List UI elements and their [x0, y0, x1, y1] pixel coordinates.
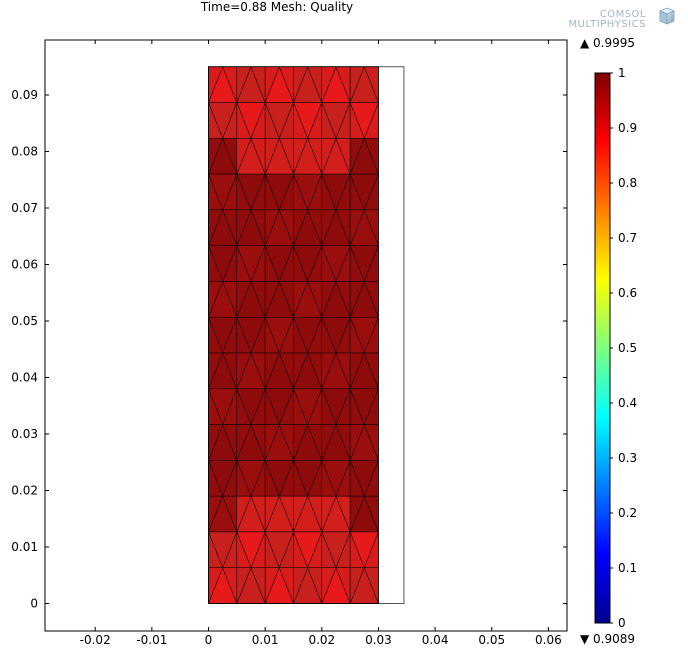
- mesh-element-46: [293, 138, 309, 175]
- colorbar-tick-label: 0: [618, 616, 626, 630]
- x-tick-label: -0.02: [80, 633, 111, 647]
- colorbar-tick-label: 0.7: [618, 231, 637, 245]
- mesh-element-196: [349, 424, 365, 461]
- colorbar: [594, 72, 611, 624]
- colorbar-tick-label: 0.4: [618, 396, 637, 410]
- mesh-element-265: [321, 567, 337, 604]
- mesh-element-184: [236, 424, 252, 461]
- x-tick-label: 0.05: [478, 633, 505, 647]
- mesh-element-157: [321, 352, 337, 389]
- mesh-element-115: [264, 281, 280, 318]
- mesh-element-160: [349, 352, 365, 389]
- x-tick-label: 0: [205, 633, 213, 647]
- mesh-element-88: [349, 209, 365, 246]
- colorbar-tick-label: 0.8: [618, 176, 637, 190]
- x-tick-label: 0.01: [252, 633, 279, 647]
- colorbar-ticks: [610, 72, 613, 624]
- colorbar-tick-label: 0.3: [618, 451, 637, 465]
- y-tick-label: 0.06: [11, 258, 38, 272]
- y-tick-label: 0.09: [11, 88, 38, 102]
- mesh-element-232: [349, 495, 365, 533]
- colorbar-tick-label: 0.5: [618, 341, 637, 355]
- mesh-element-82: [293, 209, 309, 246]
- y-tick-label: 0.01: [11, 540, 38, 554]
- mesh-element-43: [264, 138, 280, 175]
- mesh-element-226: [293, 495, 309, 533]
- mesh-element-223: [264, 495, 280, 533]
- mesh-element-79: [264, 209, 280, 246]
- mesh-element-154: [293, 352, 309, 389]
- mesh-element-193: [321, 424, 337, 461]
- colorbar-tick-label: 0.1: [618, 561, 637, 575]
- colorbar-tick-label: 0.2: [618, 506, 637, 520]
- colorbar-tick-label: 0.6: [618, 286, 637, 300]
- mesh-element-151: [264, 352, 280, 389]
- y-tick-labels: 0 0.01 0.02 0.03 0.04 0.05 0.06 0.07 0.08 0.09: [11, 88, 38, 611]
- mesh-element-148: [236, 352, 252, 389]
- colorbar-max-label: ▲ 0.9995: [580, 36, 635, 50]
- x-tick-label: -0.01: [136, 633, 167, 647]
- colorbar-labels: 0 0.1 0.2 0.3 0.4 0.5 0.6 0.7 0.8 0.9 1: [618, 66, 637, 630]
- colorbar-tick-label: 0.9: [618, 121, 637, 135]
- colorbar-tick-label: 1: [618, 66, 626, 80]
- y-tick-label: 0.04: [11, 371, 38, 385]
- plot-title: Time=0.88 Mesh: Quality: [200, 0, 353, 14]
- y-tick-label: 0.08: [11, 145, 38, 159]
- mesh-element-85: [321, 209, 337, 246]
- colorbar-min-label: ▼ 0.9089: [580, 632, 635, 646]
- mesh-element-262: [293, 567, 309, 604]
- mesh-element-256: [236, 567, 252, 604]
- mesh-element-187: [264, 424, 280, 461]
- y-tick-label: 0.07: [11, 201, 38, 215]
- y-tick-label: 0.05: [11, 314, 38, 328]
- brand-line1: COMSOL: [600, 9, 646, 20]
- mesh-element-190: [293, 424, 309, 461]
- brand-line2: MULTIPHYSICS: [569, 19, 646, 30]
- y-tick-label: 0.02: [11, 484, 38, 498]
- x-tick-label: 0.04: [422, 633, 449, 647]
- mesh-element-112: [236, 281, 252, 318]
- x-tick-label: 0.02: [308, 633, 335, 647]
- mesh-element-118: [293, 281, 309, 318]
- mesh-element-229: [321, 495, 337, 533]
- mesh-element-49: [321, 138, 337, 175]
- axes-frame: [44, 39, 568, 632]
- mesh-element-220: [236, 495, 252, 533]
- x-tick-labels: -0.02 -0.01 0 0.01 0.02 0.03 0.04 0.05 0.06: [80, 633, 562, 647]
- x-tick-label: 0.06: [535, 633, 562, 647]
- mesh-boundary: [208, 66, 379, 604]
- mesh-element-124: [349, 281, 365, 318]
- mesh-element-40: [236, 138, 252, 175]
- x-tick-label: 0.03: [365, 633, 392, 647]
- mesh-layer: [208, 66, 405, 604]
- mesh-element-259: [264, 567, 280, 604]
- mesh-element-268: [349, 567, 365, 604]
- mesh-element-52: [349, 138, 365, 175]
- axis-ticks: [45, 40, 567, 631]
- y-tick-label: 0: [30, 597, 38, 611]
- comsol-cube-icon: [658, 7, 676, 25]
- comsol-logo: COMSOL MULTIPHYSICS: [569, 7, 676, 30]
- y-tick-label: 0.03: [11, 427, 38, 441]
- mesh-element-76: [236, 209, 252, 246]
- mesh-element-121: [321, 281, 337, 318]
